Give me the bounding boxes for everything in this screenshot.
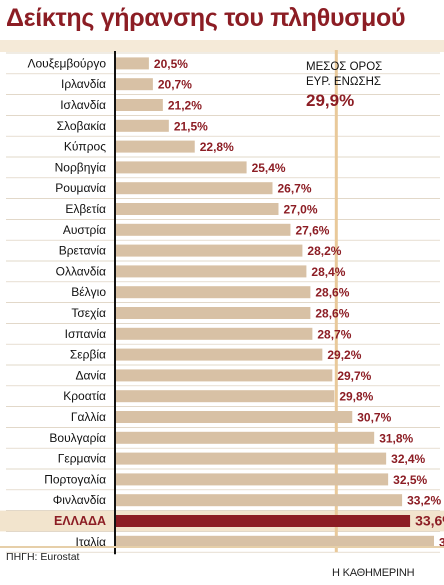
category-label: Νορβηγία [55, 160, 106, 174]
value-label: 34,8% [439, 535, 444, 549]
bar [115, 119, 169, 132]
bar [115, 161, 247, 174]
bar [115, 244, 303, 257]
chart-title: Δείκτης γήρανσης του πληθυσμού [6, 4, 406, 32]
value-label: 29,2% [327, 348, 361, 362]
value-label: 20,7% [158, 78, 192, 92]
bar [115, 369, 333, 382]
category-label: Πορτογαλία [44, 472, 106, 486]
bar [115, 411, 353, 423]
category-label: Κροατία [63, 389, 106, 403]
bar [115, 307, 311, 319]
category-label: Σλοβακία [57, 119, 106, 133]
value-label: 28,4% [311, 265, 345, 279]
category-label: Ελβετία [65, 202, 106, 216]
bar [115, 515, 411, 527]
value-label: 28,6% [315, 307, 349, 321]
bar [115, 286, 311, 299]
category-label: Γερμανία [58, 452, 106, 466]
value-label: 26,7% [278, 182, 312, 196]
eu-average-value: 29,9% [306, 91, 354, 110]
bar [115, 140, 195, 153]
bar [115, 99, 163, 111]
value-label: 20,5% [154, 57, 188, 71]
category-label: Ισπανία [65, 327, 106, 341]
category-label: Γαλλία [71, 410, 106, 424]
bar [115, 203, 279, 215]
category-label: Ιρλανδία [61, 77, 106, 91]
category-label: Ισλανδία [60, 98, 106, 112]
bar [115, 390, 335, 403]
eu-average-label-line1: ΜΕΣΟΣ ΟΡΟΣ [306, 61, 382, 73]
category-label: Ρουμανία [55, 181, 106, 195]
value-label: 33,6% [415, 513, 444, 529]
value-label: 29,8% [339, 390, 373, 404]
category-label: Φινλανδία [53, 493, 106, 507]
value-label: 28,6% [315, 286, 349, 300]
value-label: 32,4% [391, 452, 425, 466]
footer-divider [0, 546, 444, 548]
bar [115, 452, 387, 465]
bar [115, 473, 389, 486]
value-label: 28,7% [317, 327, 351, 341]
title-underline-band [0, 40, 444, 52]
value-label: 32,5% [393, 473, 427, 487]
category-label: ΕΛΛΑΔΑ [54, 514, 106, 528]
bar [115, 494, 403, 507]
category-label: Λουξεμβούργο [27, 56, 106, 70]
value-label: 27,0% [283, 203, 317, 217]
bar [115, 327, 313, 340]
eu-average-label-line2: ΕΥΡ. ΕΝΩΣΗΣ [306, 76, 381, 88]
value-label: 31,8% [379, 431, 413, 445]
bar [115, 57, 149, 70]
category-label: Ιταλία [76, 535, 107, 549]
value-label: 30,7% [357, 411, 391, 425]
category-label: Δανία [75, 368, 106, 382]
value-label: 28,2% [307, 244, 341, 258]
category-label: Ολλανδία [56, 264, 106, 278]
source-note: ΠΗΓΗ: Eurostat [6, 551, 80, 563]
value-label: 27,6% [295, 223, 329, 237]
bar [115, 182, 273, 195]
category-label: Κύπρος [64, 140, 106, 154]
value-label: 21,2% [168, 99, 202, 113]
bar [115, 78, 153, 91]
category-label: Βρετανία [59, 244, 106, 258]
bar [115, 535, 434, 548]
value-label: 21,5% [174, 119, 208, 133]
value-label: 29,7% [337, 369, 371, 383]
publisher-credit: Η ΚΑΘΗΜΕΡΙΝΗ [332, 567, 415, 579]
category-label: Τσεχία [71, 306, 106, 320]
category-label: Βέλγιο [71, 285, 106, 299]
category-label: Αυστρία [63, 223, 106, 237]
bar [115, 431, 375, 444]
category-label: Σερβία [70, 348, 106, 362]
value-label: 33,2% [407, 494, 441, 508]
bar [115, 265, 307, 278]
bar [115, 348, 323, 361]
value-label: 25,4% [252, 161, 286, 175]
bar [115, 223, 291, 236]
category-label: Βουλγαρία [49, 431, 106, 445]
value-label: 22,8% [200, 140, 234, 154]
